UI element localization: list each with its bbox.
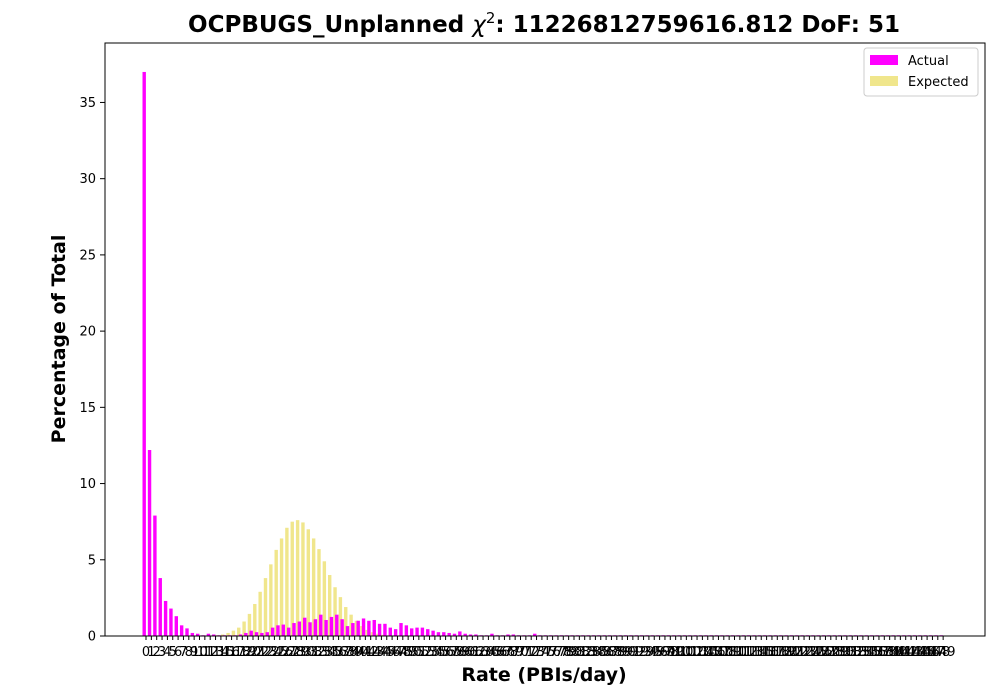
y-tick-label-15: 15: [79, 401, 96, 416]
bar-actual-45: [383, 624, 386, 636]
bar-actual-4: [164, 601, 167, 636]
bar-actual-44: [378, 624, 381, 636]
bar-actual-50: [410, 628, 413, 636]
bar-expected-24: [275, 550, 278, 636]
bar-actual-38: [346, 626, 349, 636]
bar-actual-26: [282, 625, 285, 636]
bar-actual-7: [180, 625, 183, 636]
bar-actual-33: [319, 615, 322, 636]
bar-actual-23: [266, 632, 269, 636]
y-tick-label-5: 5: [88, 553, 96, 568]
bar-actual-47: [394, 629, 397, 636]
y-axis-label: Percentage of Total: [48, 235, 70, 444]
bar-actual-37: [340, 619, 343, 636]
bar-expected-30: [307, 529, 310, 636]
bar-expected-16: [232, 631, 235, 636]
bar-actual-35: [330, 617, 333, 636]
bar-expected-21: [258, 592, 261, 636]
y-tick-label-35: 35: [79, 96, 96, 111]
legend-swatch-expected: [870, 76, 898, 86]
legend-swatch-actual: [870, 55, 898, 65]
x-tick-label-149: 149: [931, 645, 956, 660]
bar-actual-36: [335, 615, 338, 636]
bar-actual-8: [185, 628, 188, 636]
legend-label-expected: Expected: [908, 75, 969, 90]
bar-actual-49: [405, 625, 408, 636]
x-axis-label: Rate (PBIs/day): [461, 664, 626, 686]
bar-actual-52: [421, 628, 424, 636]
bar-actual-54: [431, 631, 434, 636]
bar-actual-21: [255, 632, 258, 636]
bar-actual-46: [389, 628, 392, 636]
bar-actual-25: [276, 625, 279, 636]
chart-title: OCPBUGS_Unplanned χ2: 11226812759616.812…: [188, 9, 900, 38]
bar-actual-27: [287, 628, 290, 636]
bar-actual-3: [159, 578, 162, 636]
bar-actual-40: [357, 621, 360, 636]
y-tick-label-0: 0: [88, 630, 96, 645]
bar-expected-22: [264, 578, 267, 636]
bar-actual-39: [351, 623, 354, 636]
bar-actual-28: [292, 623, 295, 636]
legend-label-actual: Actual: [908, 54, 949, 69]
bar-actual-48: [399, 623, 402, 636]
bar-expected-26: [285, 528, 288, 636]
bar-actual-2: [153, 516, 156, 636]
bar-actual-34: [324, 620, 327, 636]
bar-expected-27: [291, 522, 294, 636]
legend: Actual Expected: [864, 48, 978, 96]
bar-actual-59: [458, 631, 461, 636]
bar-actual-31: [308, 622, 311, 636]
bar-actual-1: [148, 450, 151, 636]
y-tick-label-20: 20: [79, 325, 96, 340]
chart-title-suffix: : 11226812759616.812 DoF: 51: [495, 12, 900, 38]
bar-actual-53: [426, 629, 429, 636]
bar-expected-20: [253, 604, 256, 636]
bar-actual-24: [271, 628, 274, 636]
chart-title-prefix: OCPBUGS_Unplanned: [188, 12, 472, 38]
bar-expected-28: [296, 520, 299, 636]
bar-expected-25: [280, 538, 283, 636]
bar-expected-23: [269, 564, 272, 636]
bar-actual-41: [362, 618, 365, 636]
bar-actual-42: [367, 621, 370, 636]
y-tick-label-10: 10: [79, 477, 96, 492]
y-tick-label-25: 25: [79, 248, 96, 263]
y-tick-label-30: 30: [79, 172, 96, 187]
bar-actual-29: [298, 622, 301, 636]
bar-actual-32: [314, 619, 317, 636]
chart-title-sup: 2: [486, 9, 496, 27]
bar-actual-30: [303, 618, 306, 636]
chart-title-chi: χ: [470, 12, 487, 38]
bar-actual-55: [437, 632, 440, 636]
bar-actual-0: [143, 72, 146, 636]
bar-actual-20: [250, 631, 253, 636]
bar-actual-56: [442, 632, 445, 636]
bar-actual-43: [373, 620, 376, 636]
bar-actual-51: [415, 628, 418, 636]
bar-actual-5: [169, 609, 172, 636]
bar-actual-6: [175, 616, 178, 636]
